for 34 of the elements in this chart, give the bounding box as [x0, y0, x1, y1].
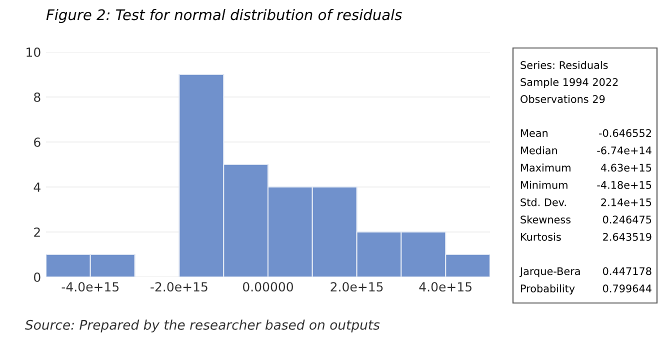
text: 2.14e+15	[601, 198, 652, 206]
text: Observations 29	[520, 94, 605, 104]
text: 2.643519	[603, 232, 652, 241]
y-tick-label: 8	[34, 92, 40, 102]
x-tick-label: 4.0e+15	[419, 282, 472, 292]
text: Probability	[521, 284, 575, 294]
text: Skewness	[520, 215, 571, 224]
text: Series: Residuals	[520, 60, 608, 70]
text: Minimum	[521, 180, 568, 189]
text: Jarque-Bera	[519, 267, 580, 278]
text: 4.63e+15	[600, 164, 652, 172]
text: -4.18e+15	[597, 181, 652, 189]
y-tick-label: 4	[34, 182, 40, 192]
y-tick-label: 6	[34, 137, 40, 147]
chart-title: Figure 2: Test for normal distribution of residuals	[46, 8, 402, 24]
text: -0.646552	[599, 129, 651, 138]
source-note: Source: Prepared by the researcher based on outputs	[25, 320, 380, 332]
text: Maximum	[521, 164, 570, 172]
x-tick-label: 0.00000	[242, 282, 294, 292]
x-tick-label: 2.0e+15	[330, 282, 383, 292]
text: Sample 1994 2022	[520, 78, 618, 88]
text: 0.447178	[602, 267, 652, 276]
x-tick-label: -2.0e+15	[150, 282, 208, 292]
y-tick-label: 0	[34, 272, 40, 282]
text: Std. Dev.	[520, 198, 566, 206]
x-tick-label: -4.0e+15	[62, 282, 119, 292]
text: -6.74e+14	[597, 146, 652, 154]
text: Kurtosis	[521, 232, 561, 241]
text: 0.246475	[602, 216, 652, 224]
text: 0.799644	[602, 284, 652, 292]
text: Mean	[521, 129, 548, 138]
y-tick-label: 2	[34, 227, 40, 237]
y-tick-label: 10	[26, 47, 40, 57]
text: Median	[521, 146, 558, 154]
